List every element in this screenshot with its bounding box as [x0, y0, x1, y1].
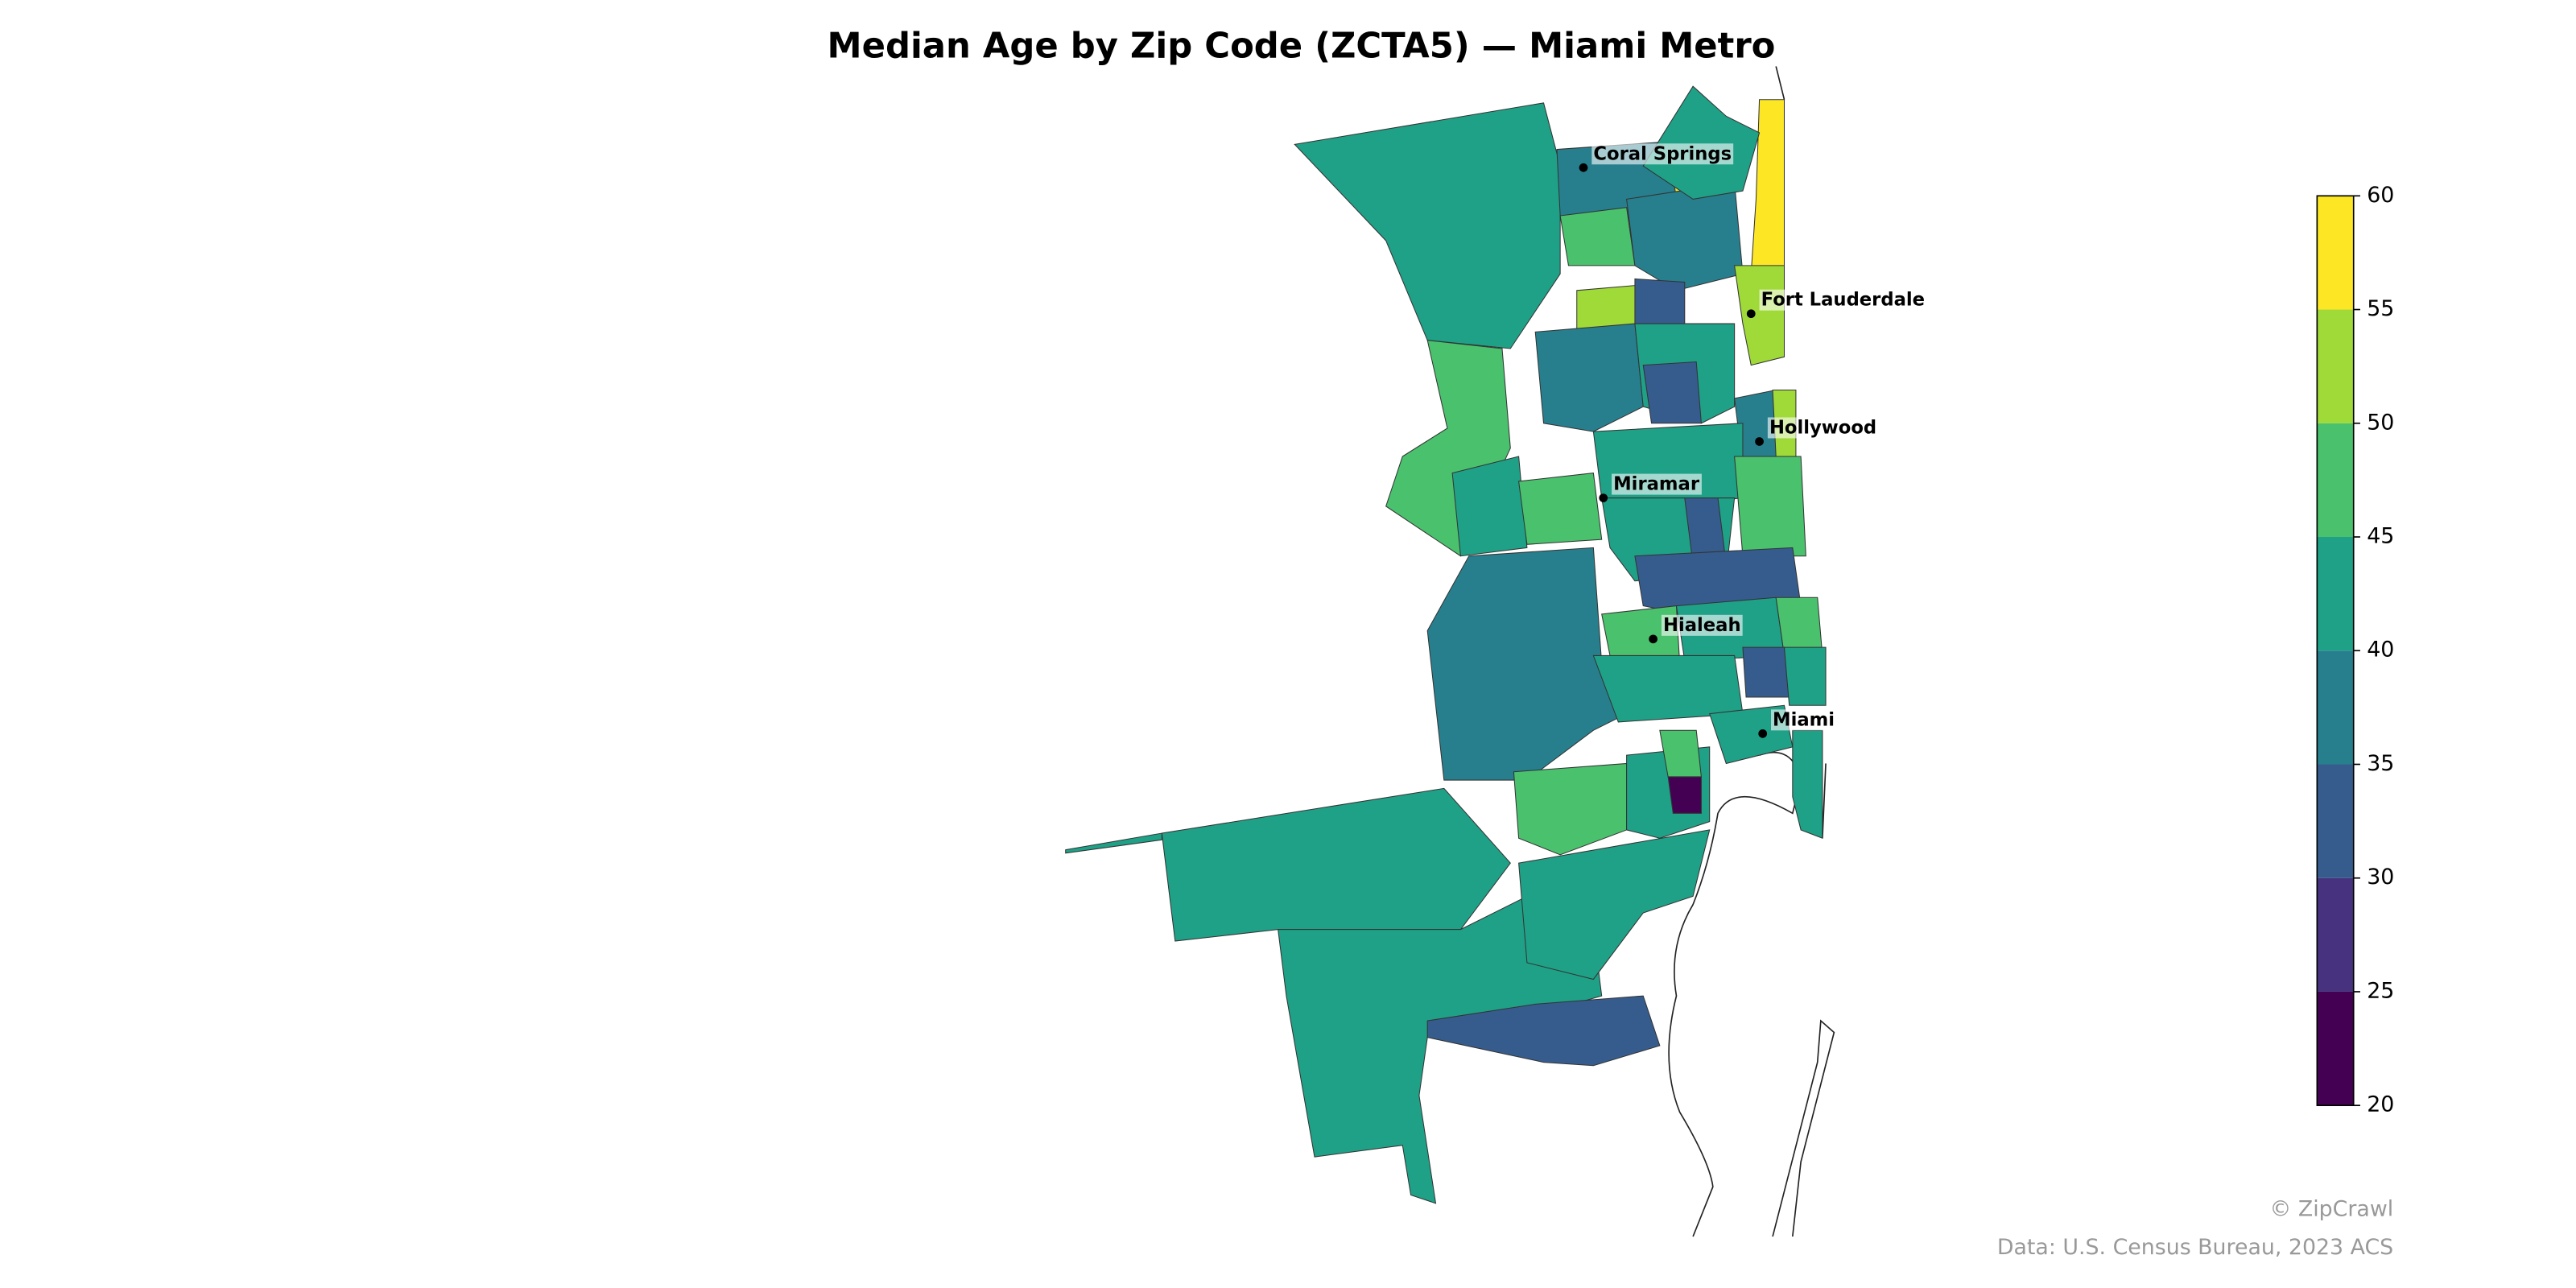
colorbar-tick-label: 60 — [2367, 183, 2394, 208]
zip-region — [1426, 547, 1678, 781]
city-label: Fort Lauderdale — [1761, 290, 1925, 311]
city-dot — [1599, 493, 1608, 502]
map — [1065, 66, 1835, 1237]
credit: © ZipCrawl — [2270, 1197, 2394, 1222]
zip-region — [1559, 207, 1636, 266]
city-labels: Coral Springs Fort Lauderdale Hollywood Mir… — [1579, 143, 1927, 738]
zip-region — [1518, 473, 1603, 545]
colorbar-segment — [2317, 309, 2354, 423]
city-label-bg — [1771, 709, 1837, 731]
colorbar-tick-label: 50 — [2367, 410, 2394, 435]
coastline — [1668, 66, 1835, 1237]
zip-region — [1451, 456, 1528, 557]
zip-region — [1642, 361, 1702, 424]
zip-region — [1742, 646, 1790, 698]
colorbar-segment — [2317, 764, 2354, 878]
colorbar-tick-label: 45 — [2367, 524, 2394, 549]
city-label-bg — [1661, 614, 1743, 636]
map-title: Median Age by Zip Code (ZCTA5) — Miami M… — [828, 26, 1776, 66]
colorbar-segment — [2317, 423, 2354, 538]
colorbar-tick-label: 35 — [2367, 751, 2394, 776]
colorbar-segment — [2317, 991, 2354, 1106]
colorbar-segment — [2317, 196, 2354, 310]
colorbar: 20 25 30 35 40 45 50 55 60 — [2316, 183, 2394, 1117]
city-label-bg — [1591, 143, 1734, 165]
city-label: Hollywood — [1769, 417, 1876, 438]
zip-region — [1792, 729, 1823, 839]
zip-region — [1750, 99, 1785, 283]
zip-region — [1659, 729, 1702, 778]
zip-region — [1642, 85, 1761, 200]
zip-region — [1161, 787, 1511, 942]
city-dot — [1758, 729, 1768, 738]
zip-region — [1734, 456, 1806, 557]
zip-region — [1734, 265, 1785, 366]
colorbar-tick-label: 40 — [2367, 638, 2394, 663]
city-dot — [1579, 163, 1588, 172]
zip-region — [1634, 278, 1686, 324]
source-note: Data: U.S. Census Bureau, 2023 ACS — [1997, 1235, 2393, 1260]
colorbar-tick-label: 55 — [2367, 296, 2394, 321]
colorbar-segment — [2317, 537, 2354, 651]
zip-region — [1065, 832, 1162, 854]
zip-region — [1534, 323, 1644, 432]
city-label: Miramar — [1613, 474, 1700, 495]
city-label: Hialeah — [1663, 615, 1741, 636]
zip-region — [1626, 182, 1744, 291]
zip-region — [1783, 646, 1827, 706]
city-label-bg — [1612, 473, 1702, 495]
city-label-bg — [1759, 289, 1927, 311]
city-dot — [1746, 309, 1756, 319]
zip-region — [1294, 102, 1561, 349]
zip-region — [1518, 829, 1711, 980]
zip-region — [1513, 762, 1628, 856]
colorbar-segment — [2317, 877, 2354, 992]
city-label: Coral Springs — [1593, 143, 1732, 164]
colorbar-tick-label: 25 — [2367, 978, 2394, 1003]
colorbar-tick-label: 30 — [2367, 865, 2394, 890]
zip-region — [1426, 995, 1661, 1067]
colorbar-tick-label: 20 — [2367, 1092, 2394, 1117]
city-dot — [1755, 437, 1764, 446]
city-dot — [1649, 634, 1657, 644]
city-label-bg — [1767, 417, 1879, 439]
zip-region — [1667, 776, 1702, 814]
colorbar-segment — [2317, 650, 2354, 765]
city-label: Miami — [1773, 709, 1835, 730]
zip-region — [1592, 654, 1744, 723]
